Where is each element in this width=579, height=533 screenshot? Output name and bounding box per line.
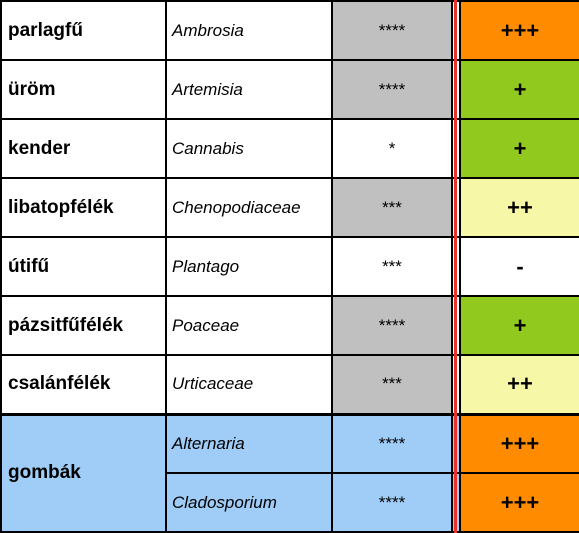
plant-name: libatopfélék bbox=[0, 177, 167, 238]
level-indicator: + bbox=[459, 59, 579, 120]
level-indicator: ++ bbox=[459, 354, 579, 415]
separator-line bbox=[454, 0, 457, 533]
latin-name: Plantago bbox=[165, 236, 333, 297]
star-rating: *** bbox=[331, 236, 453, 297]
level-indicator: ++ bbox=[459, 177, 579, 238]
table-row: kender Cannabis * + bbox=[0, 118, 579, 179]
table-row: libatopfélék Chenopodiaceae *** ++ bbox=[0, 177, 579, 238]
table-row: Cladosporium **** +++ bbox=[1, 472, 579, 533]
plant-name: útifű bbox=[0, 236, 167, 297]
table-row: útifű Plantago *** - bbox=[0, 236, 579, 297]
level-indicator: +++ bbox=[459, 472, 579, 533]
latin-name: Poaceae bbox=[165, 295, 333, 356]
plant-name: parlagfű bbox=[0, 0, 167, 61]
level-indicator: - bbox=[459, 236, 579, 297]
fungi-group-name: gombák bbox=[0, 412, 167, 533]
level-indicator: + bbox=[459, 295, 579, 356]
plant-name: csalánfélék bbox=[0, 354, 167, 415]
star-rating: **** bbox=[331, 59, 453, 120]
star-rating: **** bbox=[331, 295, 453, 356]
star-rating: *** bbox=[331, 354, 453, 415]
latin-name: Alternaria bbox=[165, 412, 333, 474]
table-row: gombák Alternaria **** +++ bbox=[0, 412, 579, 533]
latin-name: Artemisia bbox=[165, 59, 333, 120]
star-rating: *** bbox=[331, 177, 453, 238]
star-rating: * bbox=[331, 118, 453, 179]
star-rating: **** bbox=[331, 412, 453, 474]
level-indicator: +++ bbox=[459, 0, 579, 61]
table-row: pázsitfűfélék Poaceae **** + bbox=[0, 295, 579, 356]
latin-name: Urticaceae bbox=[165, 354, 333, 415]
level-indicator: + bbox=[459, 118, 579, 179]
table-row: üröm Artemisia **** + bbox=[0, 59, 579, 120]
plant-name: üröm bbox=[0, 59, 167, 120]
table-row: csalánfélék Urticaceae *** ++ bbox=[0, 354, 579, 415]
star-rating: **** bbox=[331, 472, 453, 533]
table-row: parlagfű Ambrosia **** +++ bbox=[0, 0, 579, 61]
latin-name: Chenopodiaceae bbox=[165, 177, 333, 238]
latin-name: Cladosporium bbox=[165, 472, 333, 533]
plant-name: pázsitfűfélék bbox=[0, 295, 167, 356]
level-indicator: +++ bbox=[459, 412, 579, 474]
latin-name: Cannabis bbox=[165, 118, 333, 179]
star-rating: **** bbox=[331, 0, 453, 61]
plant-name: kender bbox=[0, 118, 167, 179]
latin-name: Ambrosia bbox=[165, 0, 333, 61]
